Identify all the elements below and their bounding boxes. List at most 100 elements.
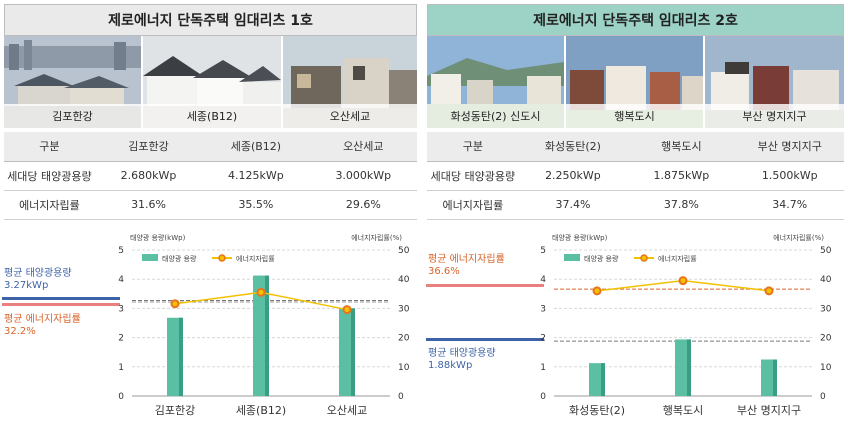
energy-point bbox=[256, 287, 266, 297]
y2-axis-label: 에너지자립률(%) bbox=[351, 233, 402, 242]
y-tick-label: 5 bbox=[118, 246, 124, 256]
y2-tick-label: 20 bbox=[820, 334, 832, 344]
energy-point bbox=[592, 286, 602, 296]
legend-line-label: 에너지자립률 bbox=[236, 254, 275, 263]
y-tick-label: 0 bbox=[540, 392, 546, 402]
panel1-avg-solar: 평균 태양광용량 3.27kWp bbox=[4, 268, 72, 292]
table-cell: 세대당 태양광용량 bbox=[427, 161, 519, 191]
panel2-title: 제로에너지 단독주택 임대리츠 2호 bbox=[427, 4, 844, 36]
category-label: 행복도시 bbox=[663, 404, 703, 417]
legend-line-marker bbox=[640, 254, 648, 262]
y2-tick-label: 30 bbox=[398, 304, 410, 314]
energy-point bbox=[678, 276, 688, 286]
avg-energy-marker bbox=[2, 303, 120, 306]
chart-rental-reit-1: 태양광 용량(kWp) 에너지자립률(%)01234501020304050태양광… bbox=[118, 233, 410, 417]
y-tick-label: 3 bbox=[540, 304, 546, 314]
y2-tick-label: 30 bbox=[820, 304, 832, 314]
y-tick-label: 4 bbox=[540, 275, 546, 285]
energy-point bbox=[170, 299, 180, 309]
table-cell: 37.4% bbox=[518, 190, 628, 220]
avg-label: 평균 에너지자립률 bbox=[428, 254, 505, 265]
table-header-cell: 김포한강 bbox=[94, 132, 203, 162]
table-cell: 34.7% bbox=[735, 190, 844, 220]
table-header-cell: 세종(B12) bbox=[202, 132, 310, 162]
y2-tick-label: 50 bbox=[820, 246, 832, 256]
y2-tick-label: 0 bbox=[820, 392, 826, 402]
energy-point bbox=[764, 286, 774, 296]
photo-caption: 김포한강 bbox=[4, 104, 141, 128]
photo-haengbok: 행복도시 bbox=[566, 36, 703, 128]
table-cell: 2.680kWp bbox=[94, 161, 203, 191]
y-tick-label: 1 bbox=[118, 363, 124, 373]
table-header-cell: 행복도시 bbox=[627, 132, 736, 162]
table-header-cell: 구분 bbox=[4, 132, 95, 162]
panel1-table: 구분 김포한강 세종(B12) 오산세교 세대당 태양광용량 2.680kWp … bbox=[4, 132, 417, 220]
table-cell: 에너지자립률 bbox=[4, 190, 95, 220]
y2-tick-label: 40 bbox=[398, 275, 410, 285]
y2-tick-label: 20 bbox=[398, 334, 410, 344]
category-label: 세종(B12) bbox=[236, 404, 286, 417]
table-header-cell: 부산 명지지구 bbox=[735, 132, 844, 162]
y-tick-label: 0 bbox=[118, 392, 124, 402]
avg-solar-marker bbox=[2, 297, 120, 300]
photo-caption: 오산세교 bbox=[283, 104, 417, 128]
y-tick-label: 3 bbox=[118, 304, 124, 314]
table-cell: 2.250kWp bbox=[518, 161, 628, 191]
table-cell: 29.6% bbox=[309, 190, 417, 220]
photo-caption: 행복도시 bbox=[566, 104, 703, 128]
photo-busan: 부산 명지지구 bbox=[705, 36, 844, 128]
panel1-title: 제로에너지 단독주택 임대리츠 1호 bbox=[4, 4, 417, 36]
photo-osan: 오산세교 bbox=[283, 36, 417, 128]
category-label: 오산세교 bbox=[327, 404, 367, 417]
y2-tick-label: 40 bbox=[820, 275, 832, 285]
table-row: 에너지자립률 31.6% 35.5% 29.6% bbox=[4, 190, 417, 220]
table-row: 세대당 태양광용량 2.680kWp 4.125kWp 3.000kWp bbox=[4, 161, 417, 191]
category-label: 김포한강 bbox=[155, 404, 195, 417]
y-axis-label: 태양광 용량(kWp) bbox=[552, 234, 608, 242]
table-cell: 1.875kWp bbox=[627, 161, 736, 191]
photo-sejong: 세종(B12) bbox=[143, 36, 281, 128]
bar-shade bbox=[773, 359, 777, 396]
legend-line-marker bbox=[218, 254, 226, 262]
avg-label: 평균 에너지자립률 bbox=[4, 314, 81, 325]
y2-axis-label: 에너지자립률(%) bbox=[773, 233, 824, 242]
legend-line-label: 에너지자립률 bbox=[658, 254, 697, 263]
y2-tick-label: 0 bbox=[398, 392, 404, 402]
table-cell: 35.5% bbox=[202, 190, 310, 220]
table-row: 세대당 태양광용량 2.250kWp 1.875kWp 1.500kWp bbox=[427, 161, 844, 191]
photo-gimpo: 김포한강 bbox=[4, 36, 141, 128]
avg-value: 1.88kWp bbox=[428, 360, 473, 371]
panel2-table: 구분 화성동탄(2) 행복도시 부산 명지지구 세대당 태양광용량 2.250k… bbox=[427, 132, 844, 220]
bar-shade bbox=[687, 339, 691, 396]
y2-tick-label: 10 bbox=[820, 363, 832, 373]
y-tick-label: 1 bbox=[540, 363, 546, 373]
y-axis-label: 태양광 용량(kWp) bbox=[130, 234, 186, 242]
y2-tick-label: 10 bbox=[398, 363, 410, 373]
chart-rental-reit-2: 태양광 용량(kWp) 에너지자립률(%)01234501020304050태양광… bbox=[540, 233, 832, 417]
legend-bar-label: 태양광 용량 bbox=[584, 255, 619, 263]
avg-solar-marker bbox=[426, 338, 544, 341]
bar-shade bbox=[601, 363, 605, 396]
y-tick-label: 4 bbox=[118, 275, 124, 285]
panel2-avg-energy: 평균 에너지자립률 36.6% bbox=[428, 254, 505, 278]
bar-shade bbox=[179, 317, 183, 396]
bar-shade bbox=[351, 308, 355, 396]
photo-hwaseong: 화성동탄(2) 신도시 bbox=[427, 36, 564, 128]
legend-bar-label: 태양광 용량 bbox=[162, 255, 197, 263]
table-cell: 4.125kWp bbox=[202, 161, 310, 191]
category-label: 부산 명지지구 bbox=[737, 404, 801, 417]
panel2-avg-solar: 평균 태양광용량 1.88kWp bbox=[428, 348, 496, 372]
table-cell: 에너지자립률 bbox=[427, 190, 519, 220]
panel1-avg-energy: 평균 에너지자립률 32.2% bbox=[4, 314, 81, 338]
photo-caption: 세종(B12) bbox=[143, 104, 281, 128]
avg-value: 36.6% bbox=[428, 266, 460, 277]
table-header-row: 구분 김포한강 세종(B12) 오산세교 bbox=[4, 132, 417, 162]
y-tick-label: 2 bbox=[540, 334, 546, 344]
photo-caption: 화성동탄(2) 신도시 bbox=[427, 104, 564, 128]
category-label: 화성동탄(2) bbox=[569, 404, 625, 417]
y-tick-label: 2 bbox=[118, 334, 124, 344]
avg-value: 3.27kWp bbox=[4, 280, 49, 291]
avg-value: 32.2% bbox=[4, 326, 36, 337]
table-cell: 1.500kWp bbox=[735, 161, 844, 191]
bar-shade bbox=[265, 275, 269, 396]
